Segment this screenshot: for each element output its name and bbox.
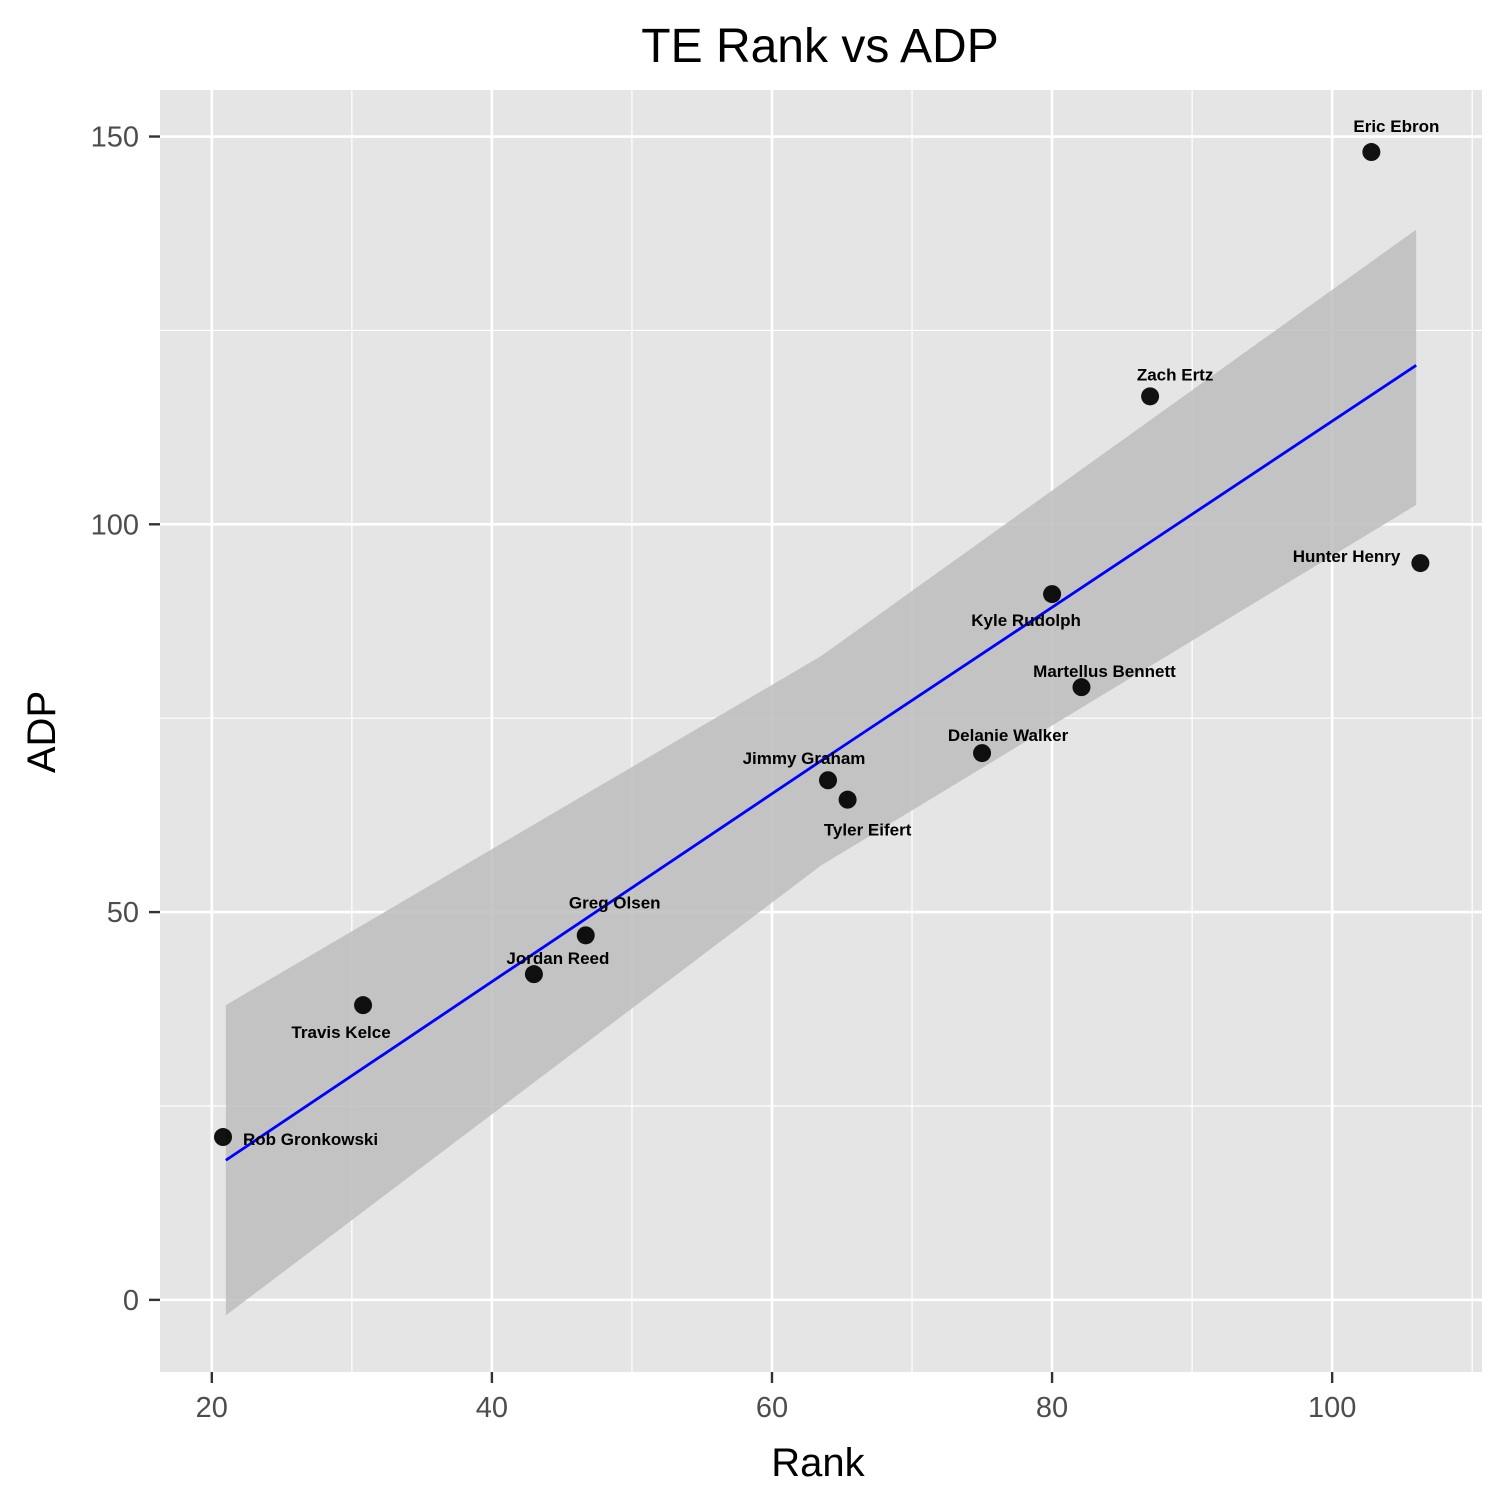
x-axis-ticks: 20 40 60 80 100 [196, 1372, 1356, 1424]
chart-title: TE Rank vs ADP [641, 20, 998, 73]
point-label-jimmy-graham: Jimmy Graham [743, 749, 866, 768]
confidence-band [225, 229, 1417, 1316]
point-labels: Rob Gronkowski Travis Kelce Jordan Reed Gre… [243, 117, 1439, 1149]
y-tick-label: 0 [123, 1285, 139, 1317]
x-tick-label: 20 [196, 1392, 228, 1424]
point-label-martellus-bennett: Martellus Bennett [1033, 662, 1176, 681]
data-point-delanie-walker [973, 744, 992, 763]
data-point-travis-kelce [354, 996, 373, 1015]
data-points [214, 143, 1430, 1147]
point-label-tyler-eifert: Tyler Eifert [824, 821, 912, 840]
point-label-rob-gronkowski: Rob Gronkowski [243, 1130, 378, 1149]
point-label-jordan-reed: Jordan Reed [506, 949, 609, 968]
y-tick-label: 100 [91, 509, 139, 541]
data-point-martellus-bennett [1072, 678, 1091, 697]
point-label-eric-ebron: Eric Ebron [1353, 117, 1439, 136]
point-label-greg-olsen: Greg Olsen [569, 893, 661, 912]
data-point-kyle-rudolph [1043, 585, 1062, 604]
data-point-hunter-henry [1411, 554, 1430, 573]
data-point-eric-ebron [1362, 143, 1381, 162]
y-tick-label: 50 [107, 897, 139, 929]
y-axis-ticks: 0 50 100 150 [91, 122, 160, 1317]
point-label-hunter-henry: Hunter Henry [1293, 547, 1401, 566]
x-axis-title: Rank [771, 1441, 865, 1485]
y-tick-label: 150 [91, 122, 139, 154]
point-label-kyle-rudolph: Kyle Rudolph [971, 611, 1081, 630]
point-label-delanie-walker: Delanie Walker [948, 726, 1069, 745]
x-tick-label: 100 [1308, 1392, 1356, 1424]
x-tick-label: 80 [1036, 1392, 1068, 1424]
point-label-travis-kelce: Travis Kelce [291, 1023, 390, 1042]
data-point-jimmy-graham [819, 771, 838, 790]
data-point-greg-olsen [576, 926, 595, 945]
data-point-rob-gronkowski [214, 1128, 233, 1147]
data-point-tyler-eifert [838, 790, 857, 809]
x-tick-label: 40 [476, 1392, 508, 1424]
data-point-jordan-reed [524, 965, 543, 984]
y-axis-title: ADP [20, 691, 64, 773]
regression-line [225, 364, 1417, 1162]
point-label-zach-ertz: Zach Ertz [1137, 365, 1214, 384]
x-tick-label: 60 [756, 1392, 788, 1424]
data-point-zach-ertz [1141, 387, 1160, 406]
